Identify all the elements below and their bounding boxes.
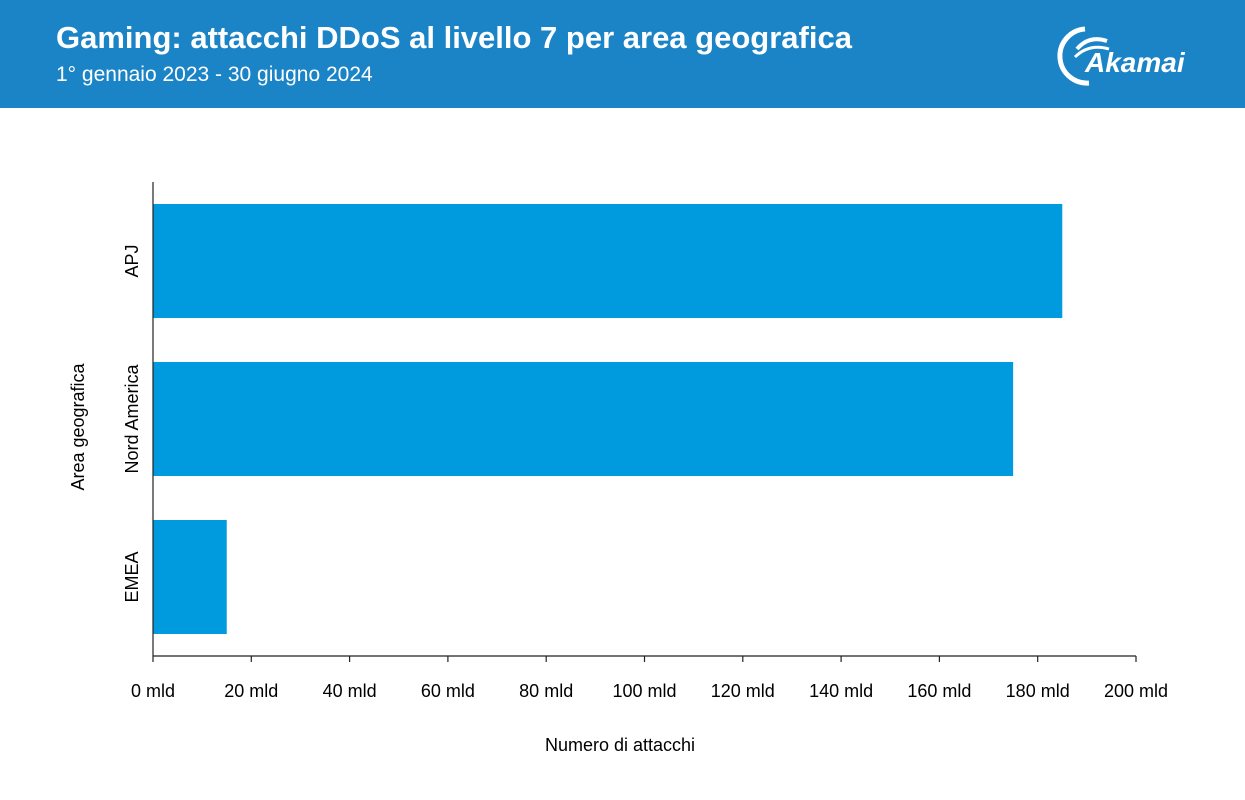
bar-nord-america [153,362,1014,476]
x-tick-label: 120 mld [711,681,775,701]
chart-title: Gaming: attacchi DDoS al livello 7 per a… [56,20,852,55]
x-axis-title: Numero di attacchi [545,735,695,755]
bar-apj [153,204,1063,318]
x-tick-label: 140 mld [809,681,873,701]
x-tick-label: 180 mld [1006,681,1070,701]
header-banner: Gaming: attacchi DDoS al livello 7 per a… [0,0,1245,108]
category-label: EMEA [122,551,142,602]
x-tick-label: 80 mld [519,681,573,701]
akamai-wave-icon [1057,26,1110,86]
x-tick-label: 160 mld [907,681,971,701]
x-tick-label: 40 mld [323,681,377,701]
logo-text: Akamai [1085,47,1185,78]
category-label: APJ [122,244,142,277]
y-axis-title: Area geografica [68,362,88,490]
x-tick-label: 20 mld [224,681,278,701]
bars-group [153,204,1063,634]
axes-group [152,182,1137,662]
bar-emea [153,520,227,634]
akamai-logo: Akamai [1055,25,1205,87]
labels-group: APJ Nord America EMEA 0 mld 20 mld 40 mld 60 m… [68,244,1168,755]
x-tick-label: 0 mld [131,681,175,701]
x-tick-label: 200 mld [1104,681,1168,701]
chart-subtitle: 1° gennaio 2023 - 30 giugno 2024 [56,63,373,86]
x-tick-label: 60 mld [421,681,475,701]
bar-chart: APJ Nord America EMEA 0 mld 20 mld 40 mld 60 m… [68,182,1168,755]
x-tick-label: 100 mld [612,681,676,701]
category-label: Nord America [122,363,142,473]
